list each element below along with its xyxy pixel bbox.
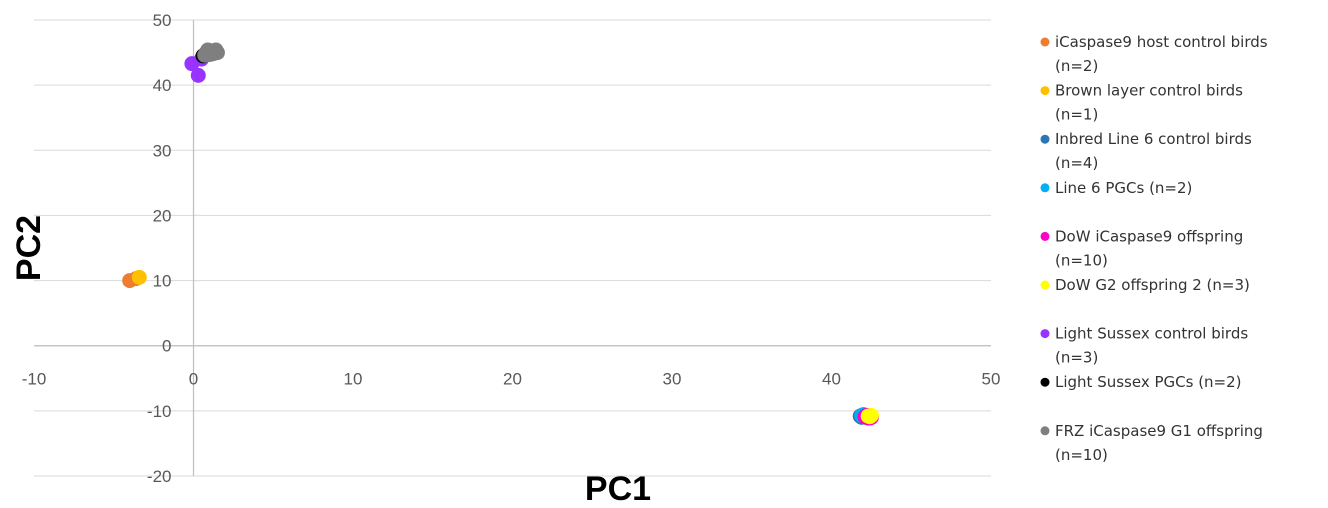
legend-label-count: (n=1): [1055, 106, 1098, 124]
y-tick-label: 40: [153, 76, 172, 95]
y-tick-label: 10: [153, 272, 172, 291]
legend-item: FRZ iCaspase9 G1 offspring (n=10): [1040, 422, 1263, 464]
x-axis-title: PC1: [585, 470, 651, 508]
legend-marker: [1040, 280, 1050, 290]
x-tick-label: 0: [189, 370, 198, 389]
y-tick-label: -10: [147, 402, 172, 421]
x-tick-label: 40: [822, 370, 841, 389]
legend-item: Inbred Line 6 control birds (n=4): [1040, 130, 1252, 172]
legend-marker: [1040, 377, 1050, 387]
y-tick-label: 0: [162, 337, 171, 356]
legend-label-count: (n=4): [1055, 154, 1098, 172]
legend-item: DoW iCaspase9 offspring (n=10): [1040, 227, 1243, 269]
legend-label: FRZ iCaspase9 G1 offspring: [1055, 422, 1263, 440]
x-tick-label: 30: [663, 370, 682, 389]
legend-label: Line 6 PGCs (n=2): [1055, 179, 1192, 197]
legend-label: Inbred Line 6 control birds: [1055, 130, 1252, 148]
y-tick-label: 30: [153, 141, 172, 160]
x-tick-label: 20: [503, 370, 522, 389]
y-tick-label: 20: [153, 206, 172, 225]
legend-marker: [1040, 231, 1050, 241]
legend-label-count: (n=2): [1055, 57, 1098, 75]
legend-label-count: (n=10): [1055, 251, 1108, 269]
legend-item: iCaspase9 host control birds (n=2): [1040, 33, 1268, 75]
x-tick-labels: -10 0 10 20 30 40 50: [22, 370, 1001, 389]
legend-label: Light Sussex control birds: [1055, 325, 1248, 343]
data-point: [863, 407, 879, 423]
legend-marker: [1040, 426, 1050, 436]
legend-marker: [1040, 37, 1050, 47]
data-point: [201, 47, 217, 63]
legend: iCaspase9 host control birds (n=2) Brown l…: [1040, 33, 1268, 464]
legend-item: Light Sussex PGCs (n=2): [1040, 373, 1242, 391]
legend-item: Brown layer control birds (n=1): [1040, 82, 1243, 124]
y-tick-label: 50: [153, 11, 172, 30]
gridlines: [34, 19, 991, 477]
legend-label: Light Sussex PGCs (n=2): [1055, 373, 1242, 391]
data-point: [131, 269, 147, 285]
legend-item: Line 6 PGCs (n=2): [1040, 179, 1192, 197]
y-tick-label: -20: [147, 467, 172, 486]
legend-label-count: (n=3): [1055, 349, 1098, 367]
legend-label: Brown layer control birds: [1055, 82, 1243, 100]
legend-label: DoW G2 offspring 2 (n=3): [1055, 276, 1250, 294]
legend-item: Light Sussex control birds (n=3): [1040, 325, 1248, 367]
legend-marker: [1040, 134, 1050, 144]
legend-marker: [1040, 329, 1050, 339]
x-tick-label: 50: [982, 370, 1001, 389]
legend-label: iCaspase9 host control birds: [1055, 33, 1268, 51]
legend-item: DoW G2 offspring 2 (n=3): [1040, 276, 1250, 294]
y-tick-labels: -20 -10 0 10 20 30 40 50: [147, 11, 172, 486]
legend-marker: [1040, 86, 1050, 96]
legend-label: DoW iCaspase9 offspring: [1055, 227, 1243, 245]
legend-marker: [1040, 183, 1050, 193]
data-point: [190, 67, 206, 83]
legend-label-count: (n=10): [1055, 446, 1108, 464]
x-tick-label: -10: [22, 370, 47, 389]
data-points: [122, 42, 879, 426]
x-tick-label: 10: [344, 370, 363, 389]
y-axis-title: PC2: [10, 215, 48, 281]
axes: [34, 20, 991, 476]
